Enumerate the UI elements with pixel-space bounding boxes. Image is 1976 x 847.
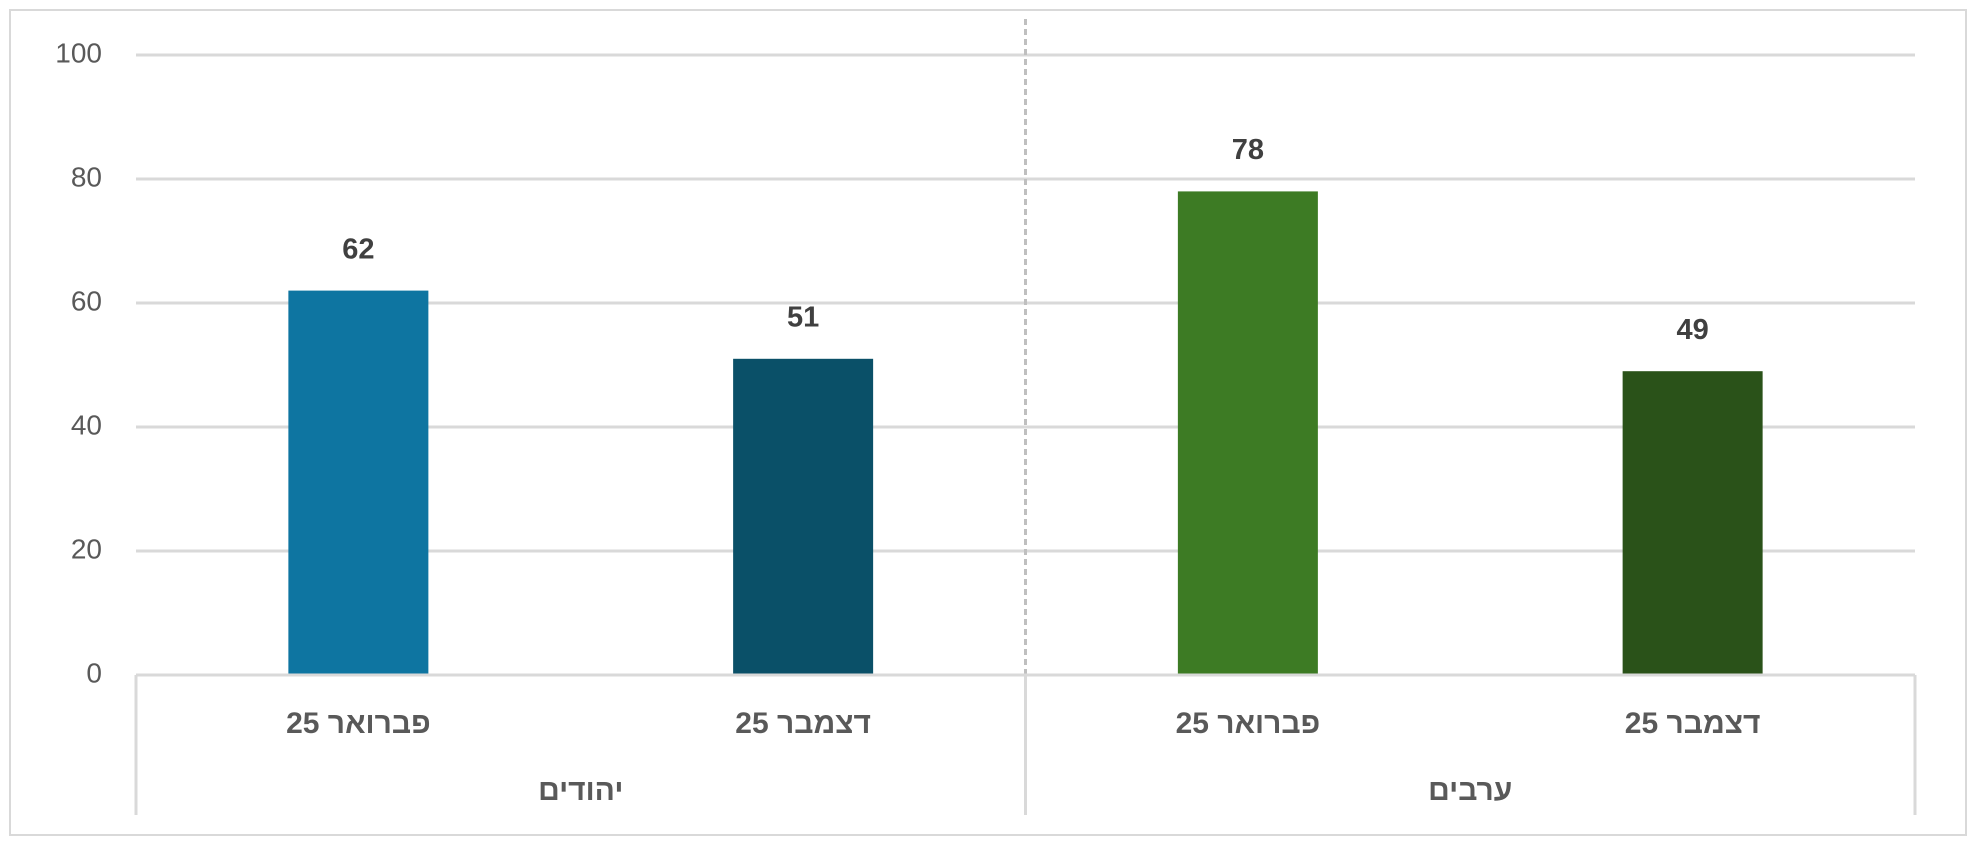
y-tick-label: 40 xyxy=(71,409,102,440)
x-tick-label: דצמבר 25 xyxy=(735,707,871,740)
group-label: יהודים xyxy=(538,774,623,807)
value-label: 78 xyxy=(1232,134,1264,166)
value-label: 51 xyxy=(787,301,819,333)
value-label: 49 xyxy=(1676,314,1708,346)
y-tick-label: 80 xyxy=(71,161,102,192)
y-tick-label: 0 xyxy=(86,657,102,688)
x-tick-label: פברואר 25 xyxy=(1176,707,1321,740)
group-label: ערבים xyxy=(1428,774,1512,807)
bar xyxy=(733,358,874,675)
y-tick-label: 100 xyxy=(55,37,102,68)
value-label: 62 xyxy=(342,233,374,265)
y-tick-label: 60 xyxy=(71,285,102,316)
y-tick-label: 20 xyxy=(71,533,102,564)
bar xyxy=(1177,191,1318,675)
x-tick-label: פברואר 25 xyxy=(286,707,431,740)
bar xyxy=(1622,371,1763,675)
bar xyxy=(288,290,429,675)
x-tick-label: דצמבר 25 xyxy=(1625,707,1761,740)
